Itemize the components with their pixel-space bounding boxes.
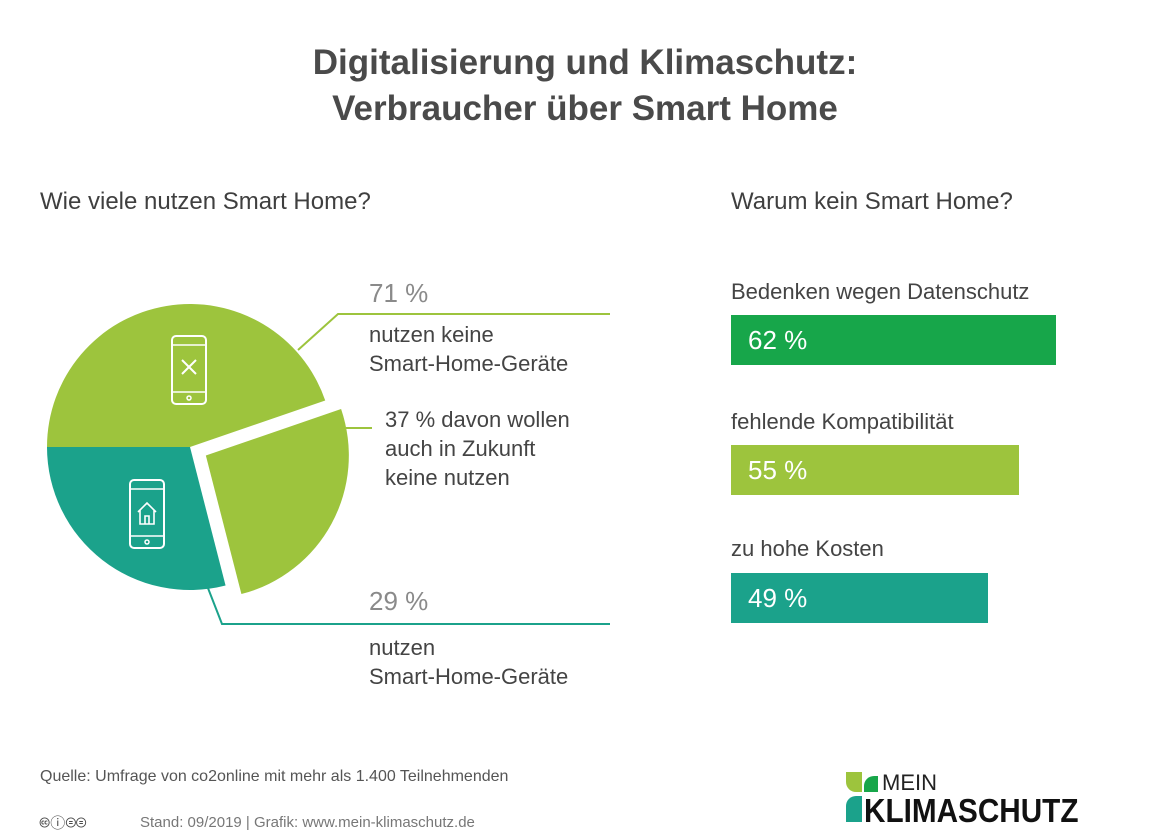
label-use-1: nutzen — [369, 635, 436, 660]
label-sub-3: keine nutzen — [385, 465, 510, 490]
leader-line-use — [205, 582, 610, 625]
pct-use: 29 % — [369, 586, 429, 616]
label-sub-1: 37 % davon wollen — [385, 407, 570, 432]
pct-none: 71 % — [369, 278, 429, 308]
pie-slice-use — [47, 447, 226, 590]
bar-2: 49 % — [731, 573, 988, 623]
label-sub-2: auch in Zukunft — [385, 436, 536, 461]
bar-category-2: zu hohe Kosten — [731, 536, 884, 561]
bar-value-2: 49 % — [748, 583, 808, 613]
logo: MEIN KLIMASCHUTZ — [846, 770, 1146, 830]
bar-value-0: 62 % — [748, 325, 808, 355]
label-none-2: Smart-Home-Geräte — [369, 351, 569, 376]
stand-note: Stand: 09/2019 | Grafik: www.mein-klimas… — [140, 814, 475, 831]
bar-category-0: Bedenken wegen Datenschutz — [731, 279, 1030, 304]
label-none-1: nutzen keine — [369, 322, 494, 347]
bar-category-1: fehlende Kompatibilität — [731, 409, 954, 434]
phone-home-icon — [129, 479, 165, 549]
logo-klimaschutz: KLIMASCHUTZ — [864, 792, 1079, 829]
left-heading: Wie viele nutzen Smart Home? — [40, 188, 371, 215]
title-line-2: Verbraucher über Smart Home — [332, 89, 838, 128]
bar-value-1: 55 % — [748, 455, 808, 485]
bar-0: 62 % — [731, 315, 1056, 365]
pie-slice-none-future — [205, 409, 349, 595]
pie-slice-none-remaining — [47, 303, 326, 447]
cc-license-icon: 🅭ⓘ⊜⊜ — [40, 815, 87, 832]
logo-mein: MEIN — [882, 770, 937, 795]
label-use-2: Smart-Home-Geräte — [369, 664, 569, 689]
source-note: Quelle: Umfrage von co2online mit mehr a… — [40, 768, 509, 785]
phone-x-icon — [171, 335, 207, 405]
bar-1: 55 % — [731, 445, 1020, 495]
leader-line-none — [297, 313, 610, 351]
title-line-1: Digitalisierung und Klimaschutz: — [312, 43, 858, 82]
right-heading: Warum kein Smart Home? — [731, 188, 1013, 215]
pie-chart — [47, 303, 610, 625]
